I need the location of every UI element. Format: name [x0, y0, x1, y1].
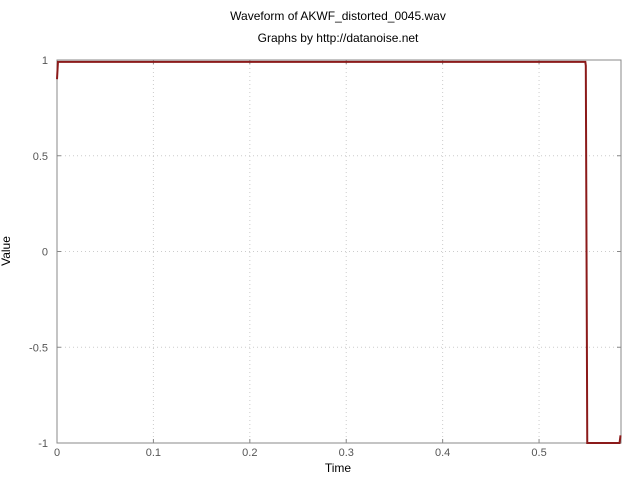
y-tick-label: 0.5: [33, 151, 48, 163]
y-tick-label: 0: [42, 247, 48, 259]
y-tick-label: -0.5: [29, 342, 48, 354]
x-tick-label: 0.4: [435, 447, 450, 459]
x-tick-label: 0.3: [339, 447, 354, 459]
x-tick-label: 0.1: [146, 447, 161, 459]
y-axis-label: Value: [0, 236, 13, 266]
x-axis-label: Time: [325, 461, 352, 475]
series-group: [56, 60, 622, 444]
x-tick-label: 0.5: [531, 447, 546, 459]
y-tick-label: 1: [42, 55, 48, 67]
x-tick-label: 0: [54, 447, 60, 459]
y-tick-label: -1: [38, 438, 48, 450]
chart-subtitle: Graphs by http://datanoise.net: [258, 31, 419, 45]
chart-title: Waveform of AKWF_distorted_0045.wav: [230, 9, 446, 23]
waveform-line: [56, 60, 622, 444]
x-tick-label: 0.2: [242, 447, 257, 459]
